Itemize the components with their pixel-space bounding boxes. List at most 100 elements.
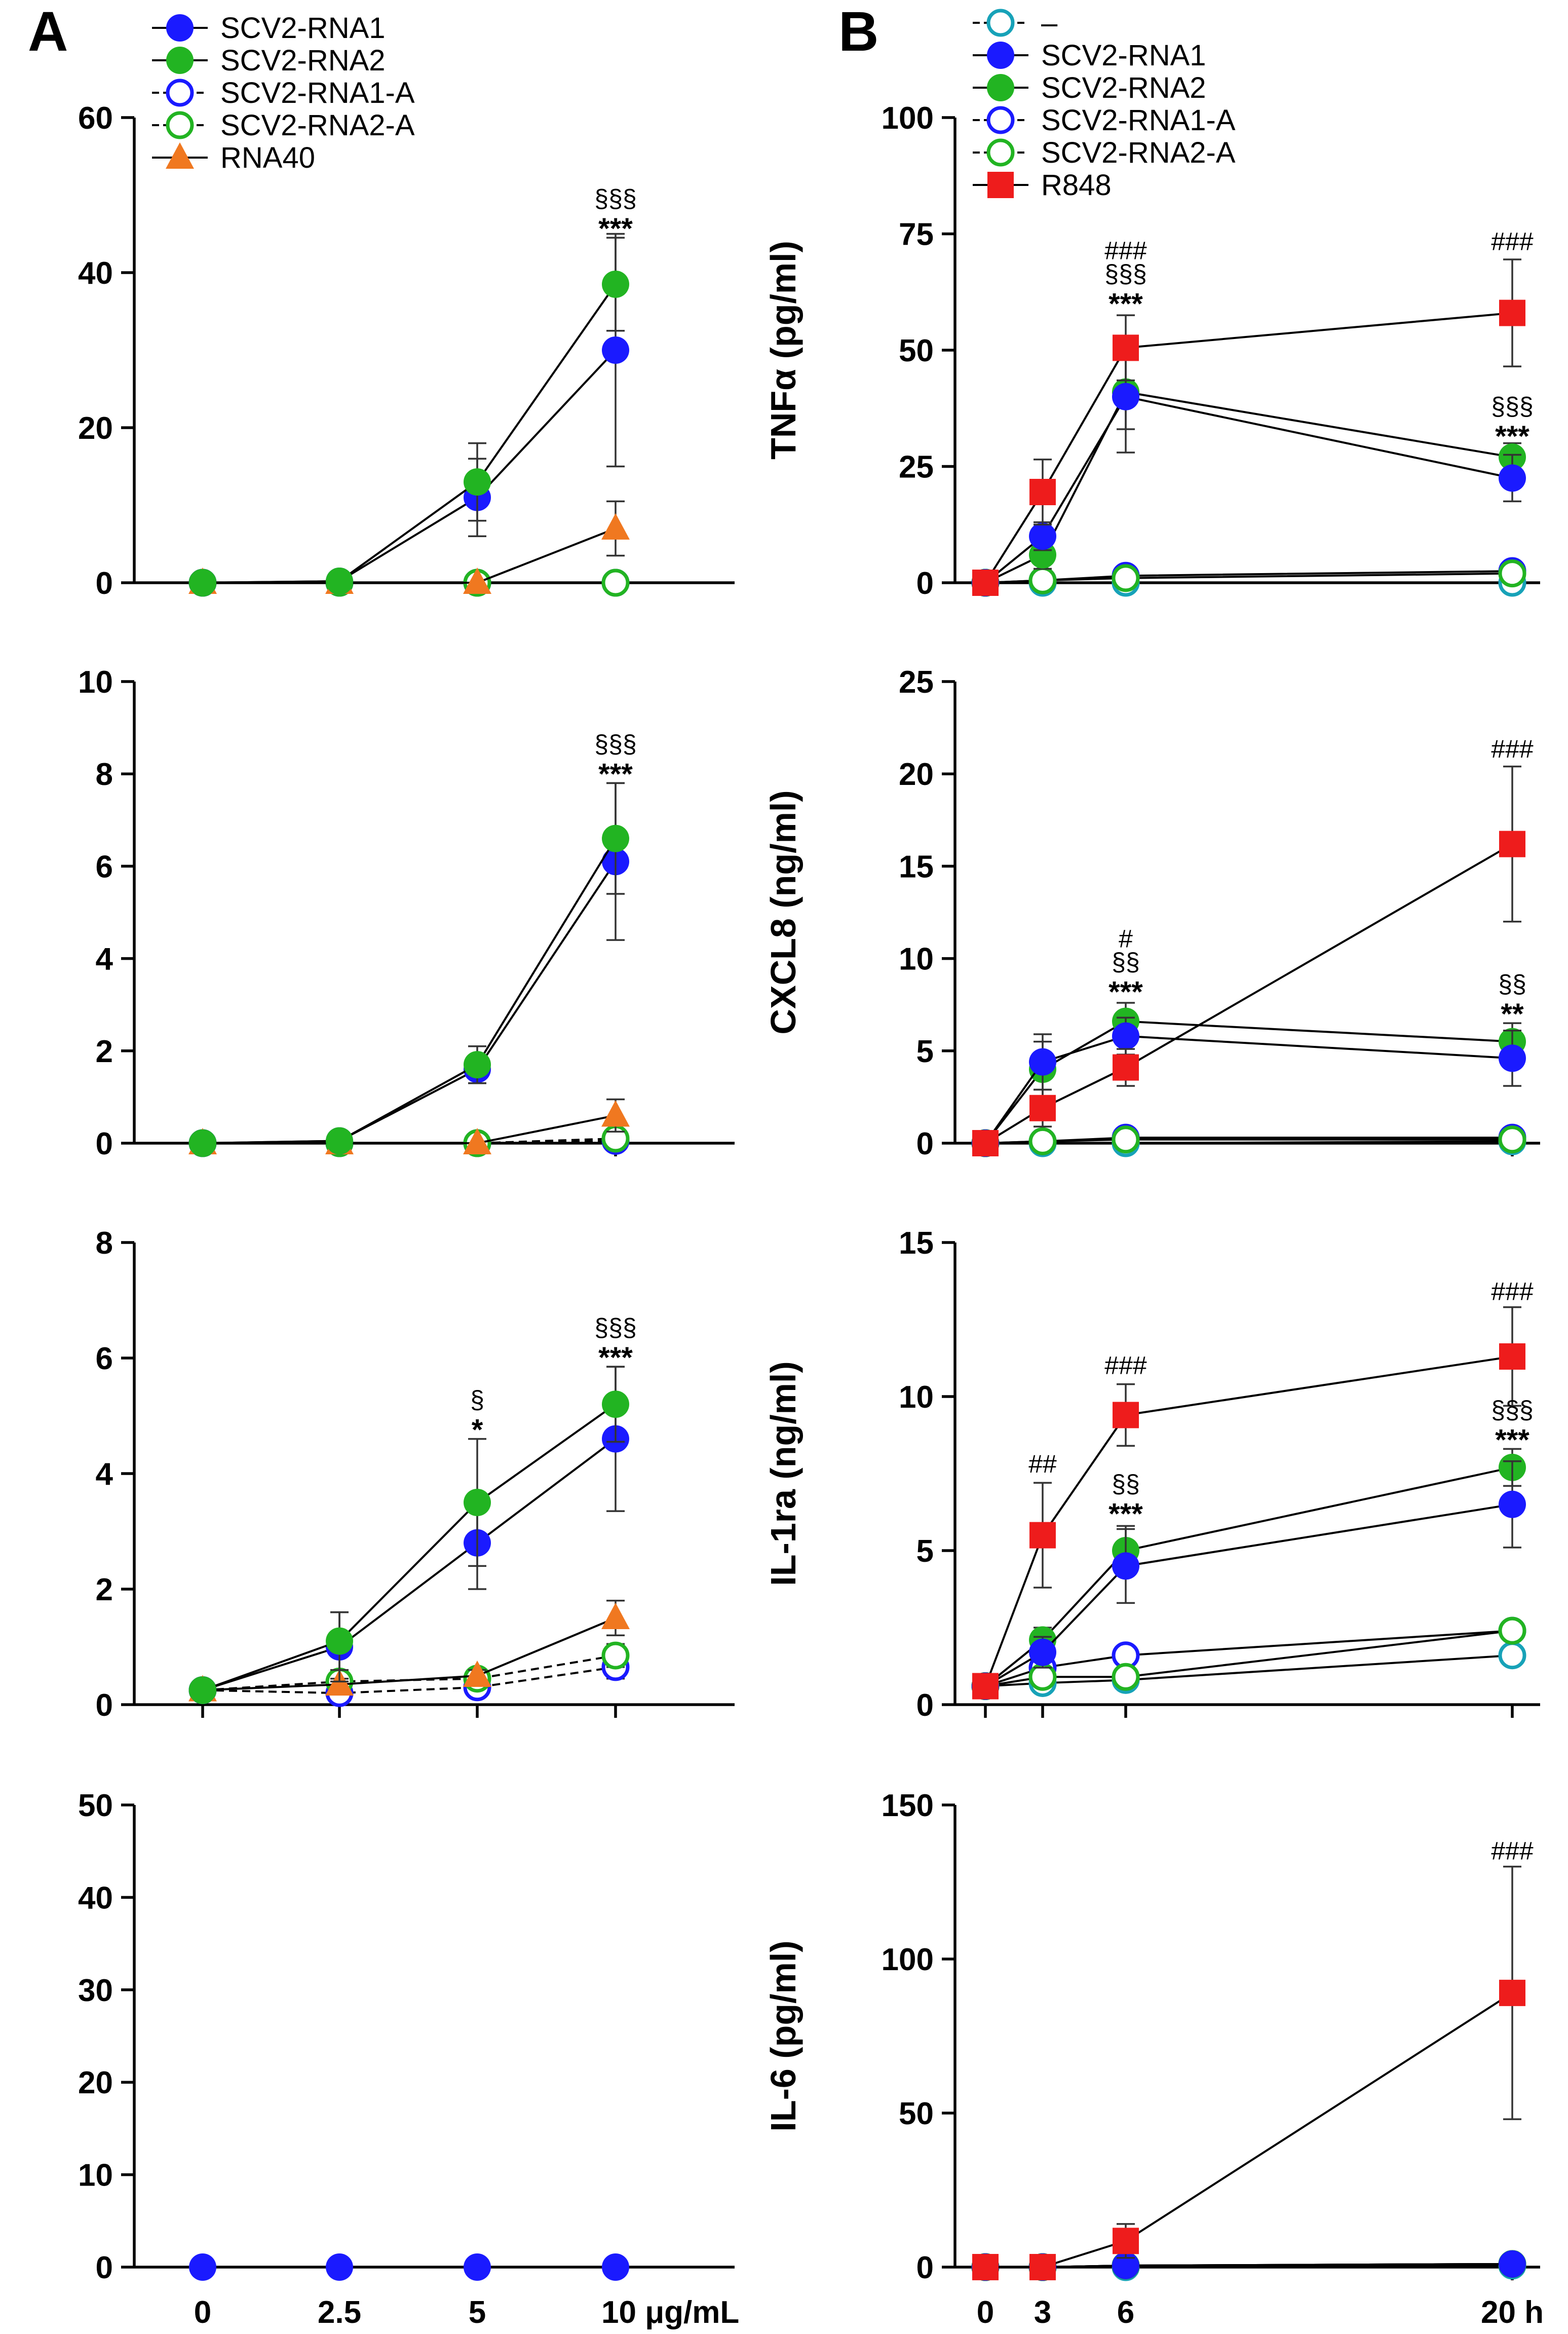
series-rna1 bbox=[189, 782, 629, 1157]
series-line-rna1 bbox=[202, 861, 617, 1144]
significance-mark: *** bbox=[1108, 288, 1143, 321]
data-point-rna40 bbox=[463, 1661, 491, 1687]
data-point-rna2a bbox=[1028, 566, 1057, 594]
x-tick-label: 3 bbox=[1034, 2295, 1051, 2330]
data-point-rna2 bbox=[602, 824, 629, 852]
series-line-rna2 bbox=[202, 283, 617, 584]
legend-marker-rna1 bbox=[166, 14, 194, 42]
y-tick-label: 6 bbox=[96, 1341, 113, 1376]
data-point-r848 bbox=[972, 1130, 999, 1156]
data-point-r848 bbox=[972, 2254, 999, 2280]
data-point-rna1 bbox=[1499, 2250, 1526, 2278]
y-tick-label: 100 bbox=[882, 101, 934, 136]
legend-marker-none bbox=[986, 9, 1015, 37]
series-rna40 bbox=[188, 1600, 630, 1702]
data-point-rna40 bbox=[601, 1100, 630, 1127]
series-rna1 bbox=[189, 233, 629, 596]
y-tick-label: 40 bbox=[78, 1880, 113, 1915]
y-tick-label: 8 bbox=[96, 1226, 113, 1261]
x-tick-label: 20 h bbox=[1481, 2295, 1544, 2330]
legend-item-rna40: RNA40 bbox=[152, 141, 315, 174]
legend-item-none: – bbox=[973, 7, 1058, 40]
series-rna2 bbox=[972, 354, 1526, 596]
legend-item-r848: R848 bbox=[973, 169, 1112, 202]
legend-marker-rna2 bbox=[987, 74, 1014, 101]
data-point-r848 bbox=[1499, 831, 1525, 857]
legend-label: SCV2-RNA2 bbox=[220, 44, 386, 77]
y-tick-label: 4 bbox=[96, 1457, 113, 1492]
data-point-rna2 bbox=[464, 1489, 491, 1516]
data-point-rna2 bbox=[464, 1051, 491, 1079]
legend-item-rna2: SCV2-RNA2 bbox=[973, 71, 1206, 104]
data-point-rna2a bbox=[601, 1641, 630, 1670]
series-rna2a bbox=[188, 1124, 630, 1157]
y-tick-label: 2 bbox=[96, 1034, 113, 1069]
y-tick-label: 100 bbox=[882, 1942, 934, 1977]
significance-mark: ### bbox=[1491, 735, 1534, 763]
data-point-rna1 bbox=[1499, 464, 1526, 492]
series-line-r848 bbox=[984, 843, 1513, 1144]
data-point-rna2 bbox=[326, 1127, 353, 1155]
data-point-r848 bbox=[1113, 1402, 1139, 1428]
series-line-rna2 bbox=[984, 1020, 1513, 1144]
series-line-r848 bbox=[984, 312, 1513, 584]
data-point-rna1 bbox=[1499, 1490, 1526, 1518]
y-tick-label: 5 bbox=[916, 1534, 934, 1569]
series-line-rna2a bbox=[985, 572, 1513, 584]
legend-marker-rna2a bbox=[986, 138, 1015, 167]
y-axis-label: IL-1ra (ng/ml) bbox=[763, 1361, 803, 1586]
y-tick-label: 20 bbox=[899, 757, 934, 792]
y-tick-label: 0 bbox=[96, 566, 113, 601]
data-point-r848 bbox=[1113, 1054, 1139, 1081]
y-tick-label: 10 bbox=[78, 2158, 113, 2193]
data-point-rna2 bbox=[464, 468, 491, 496]
data-point-rna40 bbox=[463, 568, 491, 594]
data-point-rna1 bbox=[1112, 1022, 1139, 1050]
data-point-r848 bbox=[1029, 478, 1056, 505]
y-tick-label: 15 bbox=[899, 849, 934, 884]
significance-mark: ### bbox=[1491, 1277, 1534, 1306]
data-point-rna2a bbox=[1028, 1127, 1057, 1155]
data-point-none bbox=[1498, 1641, 1526, 1670]
significance-mark: *** bbox=[1108, 975, 1143, 1008]
data-point-rna2a bbox=[1112, 564, 1140, 592]
data-point-rna1 bbox=[464, 2253, 491, 2281]
series-line-rna1a bbox=[985, 1630, 1513, 1687]
data-point-rna1 bbox=[1112, 1552, 1139, 1580]
data-point-rna1 bbox=[1029, 1048, 1056, 1076]
y-tick-label: 50 bbox=[899, 2096, 934, 2131]
legend-label: SCV2-RNA1-A bbox=[220, 77, 415, 109]
significance-mark: § bbox=[470, 1386, 484, 1414]
significance-mark: §§§ bbox=[594, 730, 636, 758]
series-line-r848 bbox=[984, 1355, 1513, 1687]
significance-mark: §§§ bbox=[1491, 1396, 1533, 1424]
legend-marker-rna1 bbox=[987, 42, 1014, 69]
series-line-rna2a bbox=[985, 1138, 1512, 1144]
series-line-rna40 bbox=[202, 1617, 616, 1691]
y-tick-label: 25 bbox=[899, 665, 934, 700]
data-point-rna2 bbox=[326, 1627, 353, 1655]
significance-mark: ** bbox=[1501, 998, 1524, 1031]
y-tick-label: 0 bbox=[96, 2250, 113, 2285]
series-line-rna1 bbox=[202, 1438, 617, 1691]
legend-item-rna1: SCV2-RNA1 bbox=[152, 12, 386, 45]
data-point-rna1 bbox=[1112, 383, 1139, 410]
series-line-rna1a bbox=[202, 1666, 616, 1695]
legend-label: SCV2-RNA2-A bbox=[1041, 136, 1236, 169]
significance-mark: §§§ bbox=[1104, 260, 1146, 288]
y-tick-label: 0 bbox=[916, 1126, 934, 1161]
series-rna1 bbox=[189, 1366, 629, 1704]
data-point-r848 bbox=[1499, 1343, 1525, 1370]
series-rna2 bbox=[189, 237, 629, 596]
series-rna2 bbox=[189, 782, 629, 1157]
y-tick-label: 8 bbox=[96, 757, 113, 792]
significance-mark: # bbox=[1119, 924, 1133, 953]
legend-item-rna2a: SCV2-RNA2-A bbox=[973, 136, 1236, 169]
significance-mark: §§§ bbox=[594, 184, 636, 213]
series-line-rna2 bbox=[202, 1403, 617, 1691]
data-point-rna2a bbox=[1112, 1125, 1140, 1154]
series-line-rna40 bbox=[203, 1114, 616, 1144]
significance-mark: ### bbox=[1104, 1351, 1147, 1380]
legend-label: SCV2-RNA2-A bbox=[220, 109, 415, 142]
